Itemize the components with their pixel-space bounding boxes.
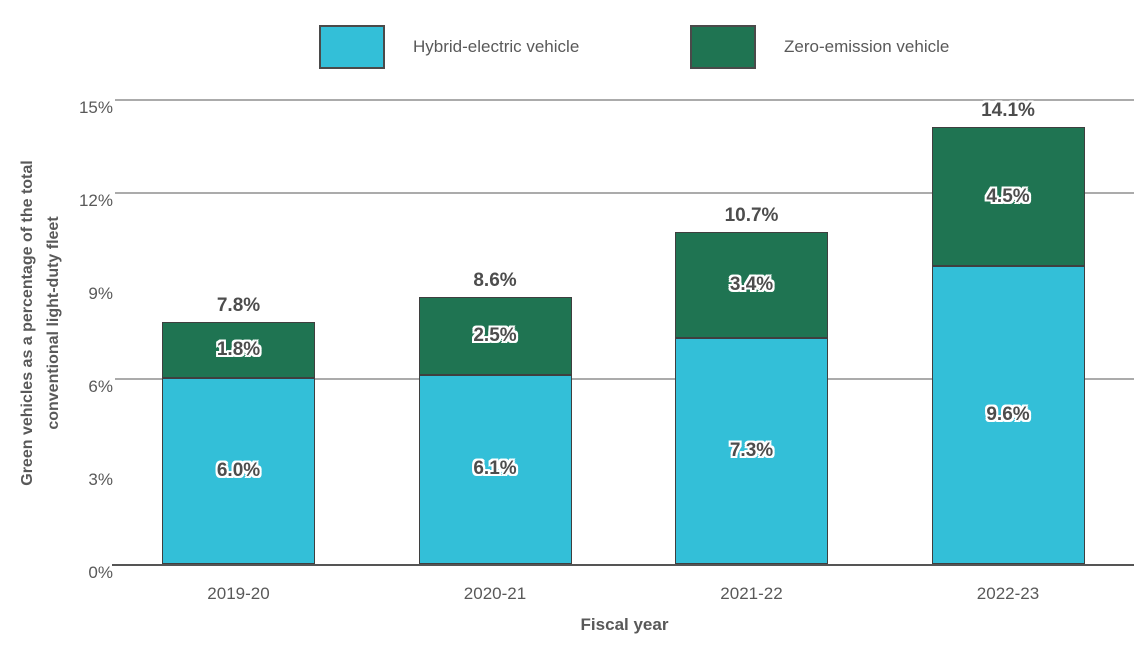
- bar-segment-zero-emission-2021-22: [675, 232, 828, 338]
- bar-segment-hybrid-2021-22: [675, 337, 828, 564]
- legend-swatch-hybrid: [319, 24, 385, 69]
- x-axis-line: [112, 564, 1134, 566]
- bar-total-label-2019-20: 7.8%: [216, 295, 261, 317]
- bar-total-label-2022-23: 14.1%: [981, 99, 1035, 121]
- bar-segment-zero-emission-2019-20: [162, 322, 315, 378]
- y-tick-label-6%: 6%: [88, 377, 113, 396]
- segment-value-label-zero-emission-2020-21: 2.5%: [473, 325, 517, 347]
- segment-value-label-hybrid-2021-22: 7.3%: [729, 439, 774, 461]
- bar-segment-hybrid-2020-21: [418, 374, 572, 564]
- segment-value-label-zero-emission-2019-20: 1.8%: [216, 339, 261, 361]
- legend-swatch-zero-emission: [690, 24, 756, 69]
- bar-total-label-2020-21: 8.6%: [473, 270, 517, 292]
- gridline-6pct: [115, 378, 1134, 380]
- x-tick-label-2022-23: 2022-23: [976, 584, 1040, 603]
- bar-segment-zero-emission-2020-21: [418, 297, 572, 375]
- legend-item-zero-emission: Zero-emission vehicle: [690, 24, 950, 69]
- x-axis-title: Fiscal year: [580, 615, 669, 634]
- y-tick-label-12%: 12%: [78, 191, 113, 210]
- y-tick-label-9%: 9%: [88, 284, 113, 303]
- bar-total-label-2021-22: 10.7%: [724, 205, 779, 227]
- legend-label-hybrid: Hybrid-electric vehicle: [413, 36, 580, 56]
- y-tick-label-15%: 15%: [78, 98, 113, 117]
- legend-item-hybrid: Hybrid-electric vehicle: [319, 24, 580, 69]
- x-tick-label-2020-21: 2020-21: [463, 584, 527, 603]
- x-tick-label-2019-20: 2019-20: [207, 584, 270, 603]
- bar-segment-hybrid-2019-20: [162, 378, 315, 564]
- x-tick-label-2021-22: 2021-22: [720, 584, 783, 603]
- y-tick-label-0%: 0%: [88, 563, 113, 582]
- bar-segment-zero-emission-2022-23: [931, 126, 1085, 267]
- segment-value-label-hybrid-2022-23: 9.6%: [986, 404, 1030, 426]
- segment-value-label-zero-emission-2021-22: 3.4%: [729, 274, 774, 295]
- y-tick-label-3%: 3%: [88, 470, 113, 489]
- segment-value-label-hybrid-2019-20: 6.0%: [216, 460, 261, 481]
- gridline-15pct: [115, 99, 1134, 101]
- gridline-12pct: [115, 192, 1134, 194]
- bar-segment-hybrid-2022-23: [931, 266, 1085, 564]
- segment-value-label-zero-emission-2022-23: 4.5%: [986, 185, 1030, 207]
- segment-value-label-hybrid-2020-21: 6.1%: [473, 458, 517, 480]
- legend-label-zero-emission: Zero-emission vehicle: [784, 36, 950, 56]
